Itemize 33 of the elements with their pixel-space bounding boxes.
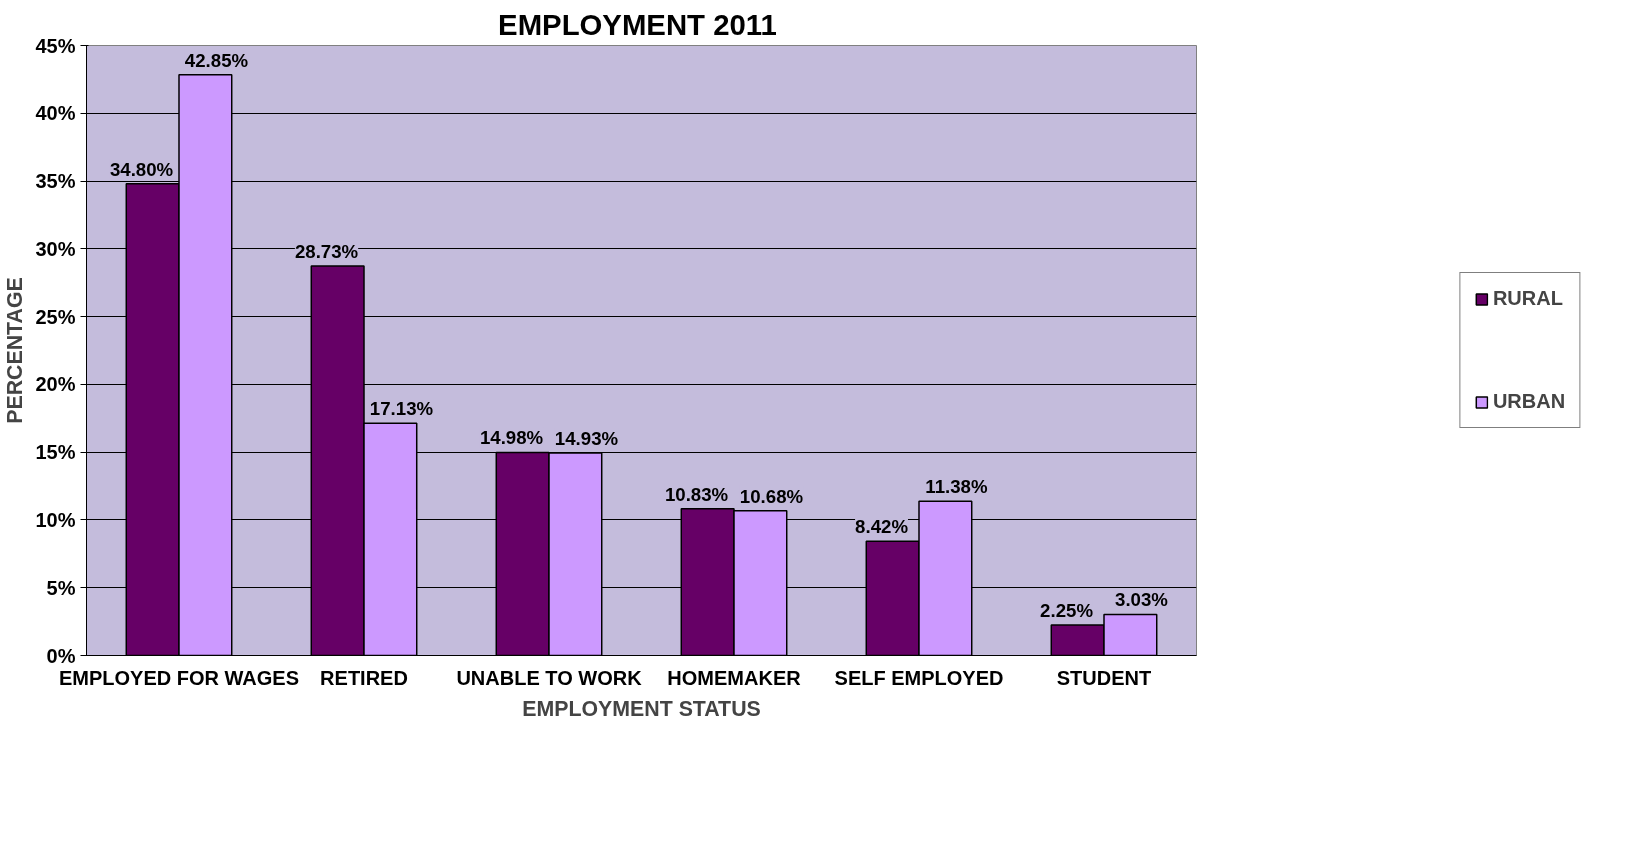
y-tick-label: 10%: [35, 508, 76, 531]
y-tick-label: 45%: [35, 34, 76, 57]
data-label: 14.98%: [479, 427, 544, 449]
y-tick-label: 15%: [35, 441, 76, 464]
x-tick-label: SELF EMPLOYED: [834, 666, 1004, 689]
x-tick-label: STUDENT: [1056, 666, 1152, 689]
data-label: 3.03%: [1115, 589, 1169, 611]
x-axis-title: EMPLOYMENT STATUS: [522, 696, 761, 721]
data-label: 17.13%: [369, 398, 434, 420]
y-tick-label: 0%: [46, 644, 76, 667]
chart-title: EMPLOYMENT 2011: [498, 7, 777, 41]
data-label: 10.83%: [664, 483, 729, 505]
data-label: 11.38%: [925, 476, 988, 498]
data-label: 34.80%: [109, 158, 174, 180]
data-label: 2.25%: [1040, 600, 1094, 621]
y-tick-label: 25%: [35, 305, 76, 328]
data-label: 10.68%: [739, 485, 804, 507]
data-label: 42.85%: [184, 49, 249, 71]
legend-label: RURAL: [1492, 287, 1563, 310]
x-tick-label: HOMEMAKER: [667, 666, 802, 689]
y-axis-title: PERCENTAGE: [3, 277, 28, 424]
data-label: 14.93%: [554, 428, 619, 450]
x-tick-label: RETIRED: [320, 666, 408, 689]
data-label: 8.42%: [855, 516, 909, 538]
y-tick-label: 5%: [46, 576, 76, 599]
x-tick-label: UNABLE TO WORK: [456, 666, 643, 689]
y-tick-label: 40%: [35, 102, 76, 125]
legend-label: URBAN: [1492, 390, 1566, 413]
data-label: 28.73%: [294, 241, 359, 263]
x-tick-label: EMPLOYED FOR WAGES: [58, 666, 300, 689]
y-tick-label: 30%: [35, 237, 76, 260]
y-tick-label: 35%: [35, 170, 76, 193]
y-tick-label: 20%: [35, 373, 76, 396]
